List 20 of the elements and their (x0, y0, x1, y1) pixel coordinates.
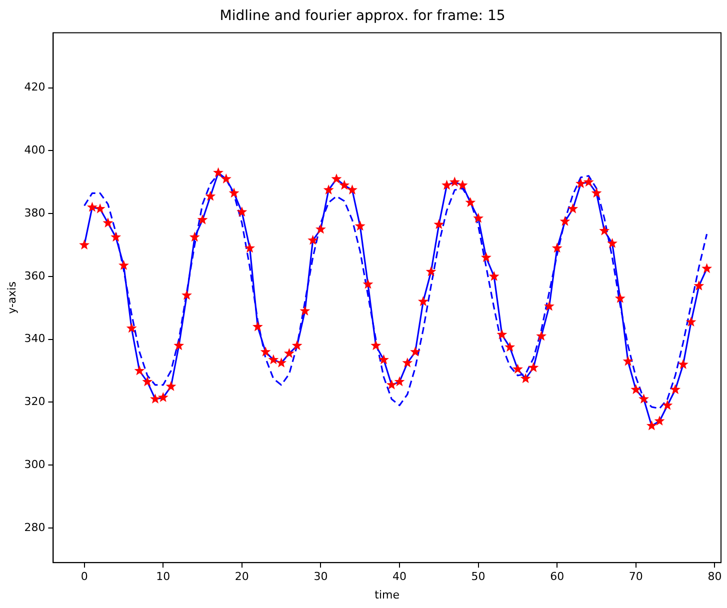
x-tick-label: 70 (628, 570, 643, 584)
y-tick-label: 400 (24, 144, 46, 157)
y-tick-label: 420 (24, 80, 46, 94)
x-tick-label: 50 (471, 570, 486, 584)
x-tick-label: 0 (80, 570, 88, 584)
x-tick-label: 30 (314, 570, 328, 584)
x-tick-label: 40 (392, 570, 407, 584)
y-tick-label: 340 (24, 332, 46, 346)
y-tick-label: 280 (24, 520, 46, 534)
x-tick-label: 80 (708, 570, 722, 584)
x-tick-label: 60 (550, 570, 564, 584)
y-tick-label: 320 (24, 395, 46, 408)
x-tick-label: 10 (156, 570, 170, 584)
x-tick-label: 20 (234, 570, 249, 584)
y-tick-label: 380 (24, 206, 46, 220)
y-tick-label: 360 (24, 269, 46, 282)
x-axis-title: time (374, 588, 400, 602)
chart-title: Midline and fourier approx. for frame: 15 (220, 8, 506, 24)
y-axis-title: y-axis (5, 281, 18, 314)
y-tick-label: 300 (24, 458, 46, 471)
